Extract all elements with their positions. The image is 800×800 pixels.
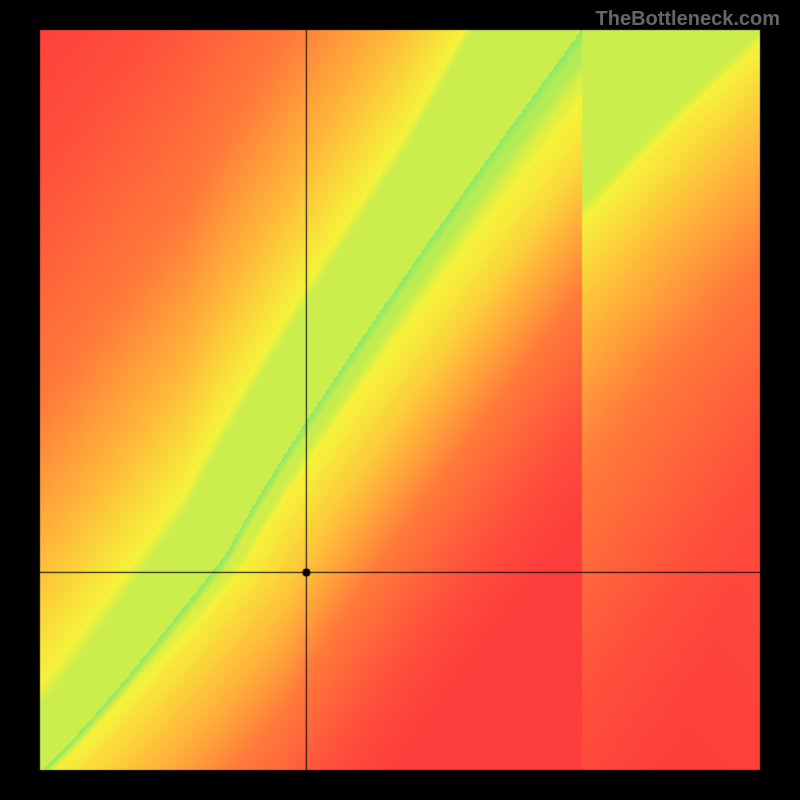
chart-container: TheBottleneck.com [0, 0, 800, 800]
watermark-text: TheBottleneck.com [596, 8, 780, 31]
heatmap-canvas [0, 0, 800, 800]
